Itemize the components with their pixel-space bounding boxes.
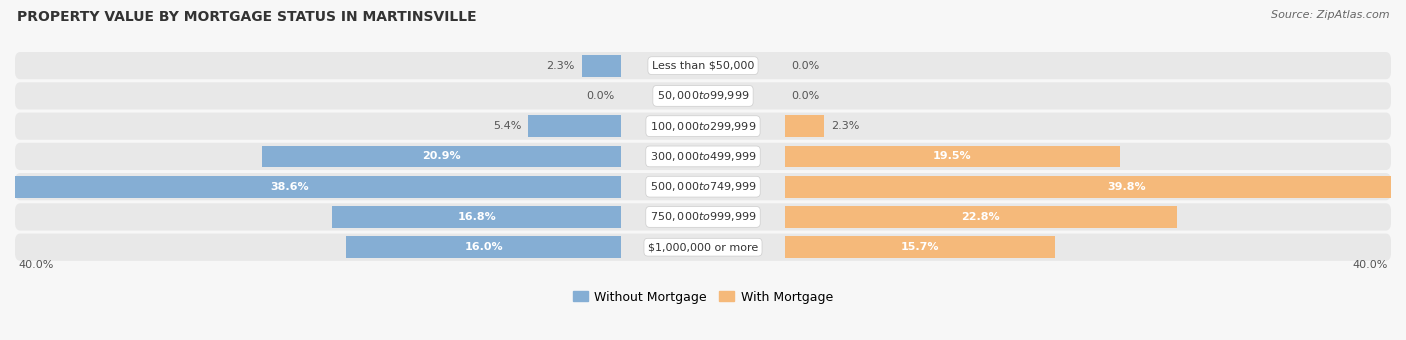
Bar: [346, 236, 621, 258]
Text: 16.8%: 16.8%: [457, 212, 496, 222]
Text: 40.0%: 40.0%: [18, 260, 53, 270]
Bar: [785, 206, 1177, 228]
Text: 16.0%: 16.0%: [464, 242, 503, 252]
Text: 5.4%: 5.4%: [494, 121, 522, 131]
Text: $1,000,000 or more: $1,000,000 or more: [648, 242, 758, 252]
Text: 19.5%: 19.5%: [934, 151, 972, 162]
Bar: [785, 176, 1406, 198]
Text: Less than $50,000: Less than $50,000: [652, 61, 754, 71]
FancyBboxPatch shape: [15, 52, 1391, 79]
FancyBboxPatch shape: [15, 173, 1391, 200]
Text: $750,000 to $999,999: $750,000 to $999,999: [650, 210, 756, 223]
Text: $500,000 to $749,999: $500,000 to $749,999: [650, 180, 756, 193]
FancyBboxPatch shape: [15, 82, 1391, 109]
Text: $50,000 to $99,999: $50,000 to $99,999: [657, 89, 749, 102]
Text: Source: ZipAtlas.com: Source: ZipAtlas.com: [1271, 10, 1389, 20]
Bar: [582, 55, 621, 76]
Text: 39.8%: 39.8%: [1108, 182, 1146, 192]
Text: 40.0%: 40.0%: [1353, 260, 1388, 270]
Text: 0.0%: 0.0%: [792, 61, 820, 71]
Legend: Without Mortgage, With Mortgage: Without Mortgage, With Mortgage: [568, 286, 838, 308]
FancyBboxPatch shape: [15, 113, 1391, 140]
Bar: [262, 146, 621, 167]
Text: PROPERTY VALUE BY MORTGAGE STATUS IN MARTINSVILLE: PROPERTY VALUE BY MORTGAGE STATUS IN MAR…: [17, 10, 477, 24]
Text: 22.8%: 22.8%: [962, 212, 1000, 222]
Text: 2.3%: 2.3%: [547, 61, 575, 71]
Bar: [785, 236, 1054, 258]
Text: 2.3%: 2.3%: [831, 121, 859, 131]
Text: 15.7%: 15.7%: [900, 242, 939, 252]
Bar: [785, 146, 1121, 167]
FancyBboxPatch shape: [15, 234, 1391, 261]
Text: 20.9%: 20.9%: [422, 151, 461, 162]
Text: 38.6%: 38.6%: [270, 182, 309, 192]
FancyBboxPatch shape: [15, 203, 1391, 231]
FancyBboxPatch shape: [15, 143, 1391, 170]
Bar: [785, 115, 824, 137]
Bar: [0, 176, 621, 198]
Bar: [332, 206, 621, 228]
Text: 0.0%: 0.0%: [586, 91, 614, 101]
Text: 0.0%: 0.0%: [792, 91, 820, 101]
Text: $100,000 to $299,999: $100,000 to $299,999: [650, 120, 756, 133]
Bar: [529, 115, 621, 137]
Text: $300,000 to $499,999: $300,000 to $499,999: [650, 150, 756, 163]
